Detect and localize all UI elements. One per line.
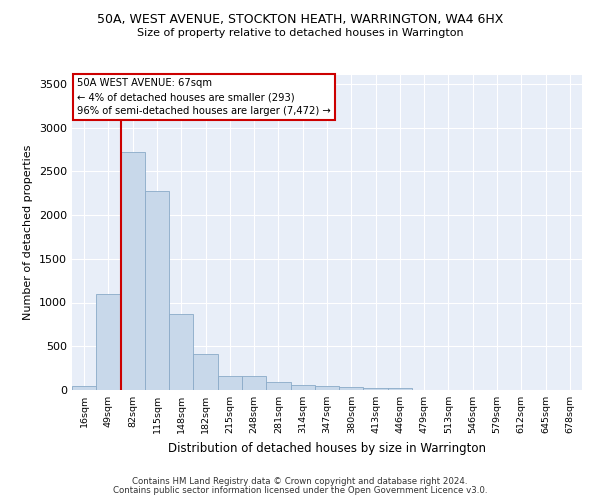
Bar — [218, 376, 242, 390]
Text: 50A WEST AVENUE: 67sqm
← 4% of detached houses are smaller (293)
96% of semi-det: 50A WEST AVENUE: 67sqm ← 4% of detached … — [77, 78, 331, 116]
Text: Contains public sector information licensed under the Open Government Licence v3: Contains public sector information licen… — [113, 486, 487, 495]
Bar — [266, 382, 290, 390]
Bar — [145, 192, 169, 390]
Text: Size of property relative to detached houses in Warrington: Size of property relative to detached ho… — [137, 28, 463, 38]
Bar — [242, 376, 266, 390]
Bar — [388, 388, 412, 390]
Bar — [364, 388, 388, 390]
Bar — [290, 385, 315, 390]
Text: 50A, WEST AVENUE, STOCKTON HEATH, WARRINGTON, WA4 6HX: 50A, WEST AVENUE, STOCKTON HEATH, WARRIN… — [97, 12, 503, 26]
Bar — [121, 152, 145, 390]
X-axis label: Distribution of detached houses by size in Warrington: Distribution of detached houses by size … — [168, 442, 486, 454]
Y-axis label: Number of detached properties: Number of detached properties — [23, 145, 34, 320]
Bar — [193, 354, 218, 390]
Bar — [72, 386, 96, 390]
Bar — [169, 314, 193, 390]
Text: Contains HM Land Registry data © Crown copyright and database right 2024.: Contains HM Land Registry data © Crown c… — [132, 477, 468, 486]
Bar — [96, 294, 121, 390]
Bar — [315, 386, 339, 390]
Bar — [339, 388, 364, 390]
